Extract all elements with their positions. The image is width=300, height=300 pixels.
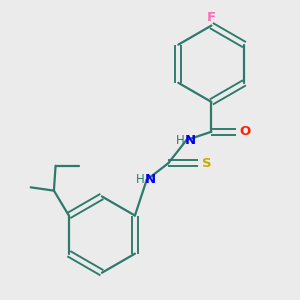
Text: F: F [207,11,216,24]
Text: H: H [176,134,185,146]
Text: N: N [145,173,156,186]
Text: O: O [239,125,250,138]
Text: N: N [185,134,196,146]
Text: H: H [136,173,145,186]
Text: S: S [202,157,212,170]
